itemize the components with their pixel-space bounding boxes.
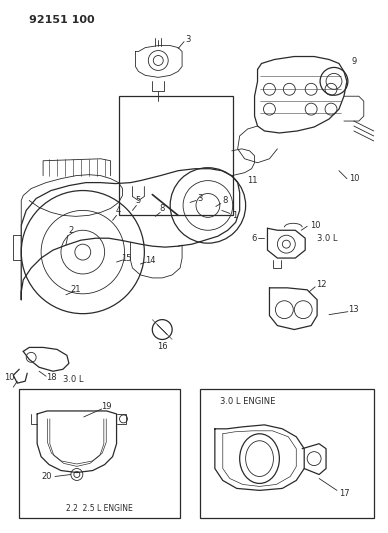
Text: 2: 2 <box>68 226 73 235</box>
Text: 3: 3 <box>185 35 191 44</box>
Text: 12: 12 <box>316 280 326 289</box>
Text: 3: 3 <box>197 194 203 203</box>
Text: 8: 8 <box>159 204 165 213</box>
Text: 16: 16 <box>157 342 168 351</box>
Text: 14: 14 <box>145 255 156 264</box>
Text: 20: 20 <box>42 472 52 481</box>
Text: 2.2  2.5 L ENGINE: 2.2 2.5 L ENGINE <box>66 504 133 513</box>
Text: 9: 9 <box>351 57 357 66</box>
Text: 4: 4 <box>116 206 121 215</box>
Text: 21: 21 <box>71 285 81 294</box>
Text: 10: 10 <box>348 174 359 183</box>
Text: 6: 6 <box>251 233 256 243</box>
Text: 3.0 L ENGINE: 3.0 L ENGINE <box>220 397 275 406</box>
Text: 11: 11 <box>247 176 258 185</box>
Bar <box>200 389 374 518</box>
Text: 3.0 L: 3.0 L <box>317 233 337 243</box>
Text: 92151 100: 92151 100 <box>29 15 95 25</box>
Text: 8: 8 <box>222 196 227 205</box>
Text: 5: 5 <box>136 196 141 205</box>
Text: 3.0 L: 3.0 L <box>62 375 83 384</box>
Text: 10: 10 <box>310 221 320 230</box>
Text: 10: 10 <box>4 373 15 382</box>
Bar <box>19 389 180 518</box>
Text: 1: 1 <box>232 211 237 220</box>
Text: 13: 13 <box>348 305 359 314</box>
Bar <box>119 96 233 215</box>
Text: 18: 18 <box>46 373 56 382</box>
Text: 17: 17 <box>339 489 349 498</box>
Text: 19: 19 <box>101 402 112 411</box>
Text: 15: 15 <box>121 254 132 263</box>
